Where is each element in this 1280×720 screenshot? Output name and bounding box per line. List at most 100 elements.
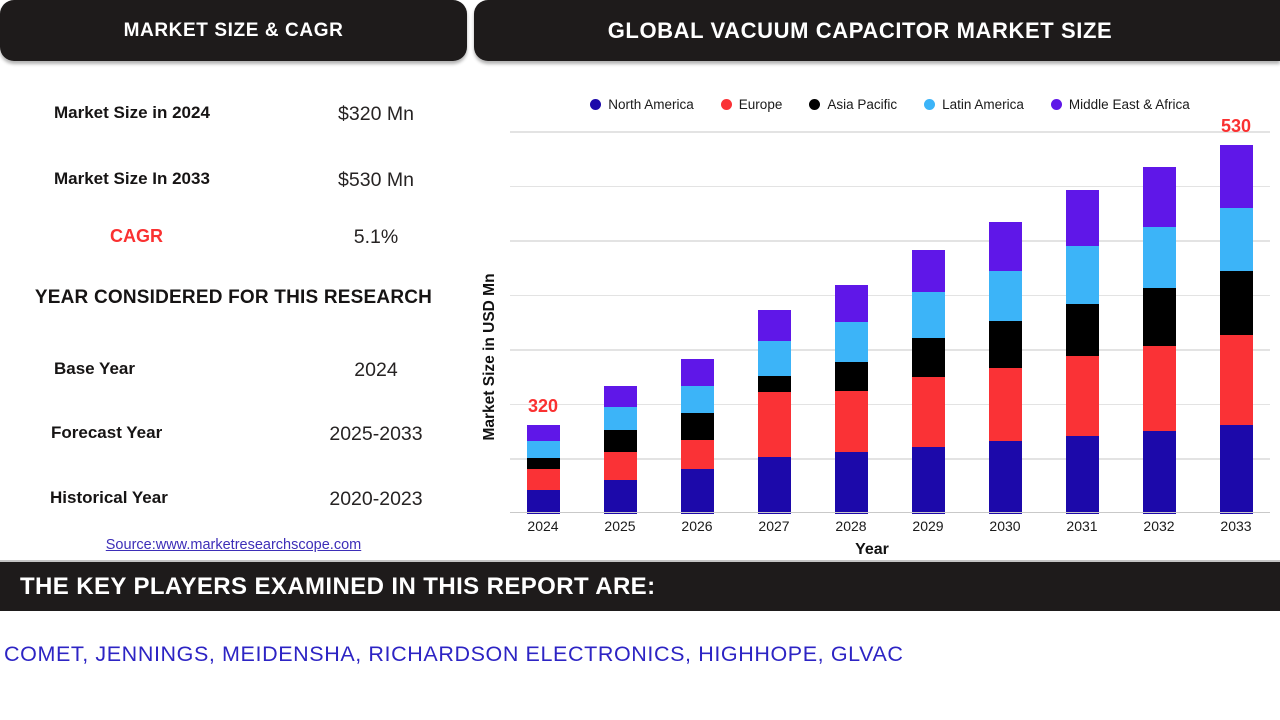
chart-legend: North America Europe Asia Pacific Latin Ame… bbox=[510, 95, 1270, 113]
stacked-bar-2031 bbox=[1065, 189, 1099, 514]
bar-segment-north-america bbox=[988, 441, 1022, 514]
legend-label: Europe bbox=[738, 96, 783, 112]
bar-segment-latin-america bbox=[757, 341, 791, 376]
x-axis-label: Year bbox=[855, 541, 889, 558]
legend-marker-icon bbox=[924, 98, 936, 110]
bar-segment-middle-east-africa bbox=[1065, 189, 1099, 247]
bar-segment-latin-america bbox=[603, 407, 637, 430]
stat-row: Market Size in 2024 $320 Mn bbox=[0, 103, 467, 127]
stat-label: Forecast Year bbox=[51, 423, 163, 442]
stacked-bar-2028 bbox=[834, 284, 868, 514]
bar-value-label: 530 bbox=[1220, 115, 1252, 136]
source-line: Source:www.marketresearchscope.com bbox=[0, 537, 467, 553]
stacked-bar-2033 bbox=[1219, 144, 1253, 514]
gridline bbox=[510, 185, 1270, 187]
bar-segment-asia-pacific bbox=[526, 457, 560, 470]
gridline bbox=[510, 294, 1270, 296]
x-tick-label: 2024 bbox=[527, 518, 559, 534]
stacked-bar-2029 bbox=[911, 249, 945, 514]
bar-segment-asia-pacific bbox=[1142, 287, 1176, 346]
legend-marker-icon bbox=[720, 98, 732, 110]
bar-segment-latin-america bbox=[680, 385, 714, 414]
bar-segment-asia-pacific bbox=[603, 429, 637, 452]
stacked-bar-2024 bbox=[526, 424, 560, 514]
bar-segment-latin-america bbox=[988, 271, 1022, 321]
source-link[interactable]: Source:www.marketresearchscope.com bbox=[105, 537, 362, 553]
bar-segment-europe bbox=[1142, 345, 1176, 432]
bar-segment-europe bbox=[526, 469, 560, 490]
stat-value: $320 Mn bbox=[338, 103, 414, 125]
stacked-bar-2027 bbox=[757, 309, 791, 514]
legend-item: Latin America bbox=[924, 97, 1024, 112]
stat-row: Forecast Year 2025-2033 bbox=[0, 423, 467, 447]
stat-row: Historical Year 2020-2023 bbox=[0, 488, 467, 512]
x-tick-label: 2030 bbox=[989, 518, 1021, 534]
bar-segment-middle-east-africa bbox=[911, 249, 945, 293]
key-players-heading: THE KEY PLAYERS EXAMINED IN THIS REPORT … bbox=[20, 572, 656, 600]
key-players-header-bar: THE KEY PLAYERS EXAMINED IN THIS REPORT … bbox=[0, 562, 1280, 611]
gridline bbox=[510, 240, 1270, 242]
bar-segment-asia-pacific bbox=[834, 362, 868, 391]
bar-segment-europe bbox=[1219, 334, 1253, 425]
bar-segment-north-america bbox=[680, 468, 714, 514]
stat-label: Market Size In 2033 bbox=[54, 169, 210, 188]
gridline bbox=[510, 458, 1270, 460]
stat-value: $530 Mn bbox=[338, 169, 414, 191]
stacked-bar-2032 bbox=[1142, 167, 1176, 514]
x-tick-label: 2031 bbox=[1066, 518, 1098, 534]
bar-segment-middle-east-africa bbox=[1142, 167, 1176, 228]
stat-label: Historical Year bbox=[50, 488, 168, 507]
stacked-bar-2030 bbox=[988, 222, 1022, 514]
stat-row: Base Year 2024 bbox=[0, 359, 467, 383]
bar-segment-europe bbox=[834, 391, 868, 452]
bar-segment-middle-east-africa bbox=[680, 358, 714, 386]
x-axis-line bbox=[510, 511, 1270, 513]
legend-item: Asia Pacific bbox=[809, 97, 897, 112]
x-tick-label: 2029 bbox=[912, 518, 944, 534]
bar-segment-middle-east-africa bbox=[1219, 144, 1253, 209]
stacked-bar-2025 bbox=[603, 385, 637, 514]
chart-title: GLOBAL VACUUM CAPACITOR MARKET SIZE bbox=[607, 17, 1113, 43]
bar-segment-middle-east-africa bbox=[834, 284, 868, 322]
bar-segment-europe bbox=[911, 377, 945, 448]
legend-item: Middle East & Africa bbox=[1050, 97, 1190, 112]
x-tick-label: 2028 bbox=[835, 518, 867, 534]
cagr-label: CAGR bbox=[110, 226, 163, 246]
bar-segment-latin-america bbox=[1219, 208, 1253, 272]
separator-line bbox=[0, 560, 1280, 562]
legend-marker-icon bbox=[809, 98, 821, 110]
bar-segment-asia-pacific bbox=[1065, 304, 1099, 356]
cagr-value: 5.1% bbox=[353, 226, 399, 248]
bar-segment-north-america bbox=[1219, 424, 1253, 514]
bar-segment-north-america bbox=[1065, 435, 1099, 514]
x-tick-label: 2027 bbox=[758, 518, 790, 534]
bar-segment-north-america bbox=[757, 457, 791, 514]
y-axis-label: Market Size in USD Mn bbox=[481, 273, 498, 441]
bar-segment-asia-pacific bbox=[988, 320, 1022, 368]
x-tick-label: 2033 bbox=[1220, 518, 1252, 534]
stat-value: 2025-2033 bbox=[329, 423, 423, 445]
key-players-list: COMET, JENNINGS, MEIDENSHA, RICHARDSON E… bbox=[4, 642, 904, 666]
bar-segment-asia-pacific bbox=[680, 413, 714, 441]
chart-header-bar: GLOBAL VACUUM CAPACITOR MARKET SIZE bbox=[474, 0, 1280, 61]
years-section-heading: YEAR CONSIDERED FOR THIS RESEARCH bbox=[34, 287, 433, 308]
bar-segment-latin-america bbox=[526, 440, 560, 458]
bar-segment-middle-east-africa bbox=[603, 385, 637, 408]
x-tick-label: 2025 bbox=[604, 518, 636, 534]
stacked-bar-2026 bbox=[680, 358, 714, 514]
bar-segment-europe bbox=[1065, 355, 1099, 436]
left-header-title: MARKET SIZE & CAGR bbox=[123, 19, 344, 41]
legend-label: Latin America bbox=[942, 96, 1024, 112]
bar-segment-north-america bbox=[526, 489, 560, 514]
bar-segment-asia-pacific bbox=[757, 375, 791, 393]
legend-item: North America bbox=[590, 97, 694, 112]
legend-marker-icon bbox=[590, 98, 602, 110]
gridline bbox=[510, 349, 1270, 351]
bar-segment-europe bbox=[988, 367, 1022, 442]
bar-segment-north-america bbox=[834, 452, 868, 514]
bar-segment-latin-america bbox=[834, 322, 868, 362]
stat-row-cagr: CAGR 5.1% bbox=[0, 226, 467, 250]
left-header-bar: MARKET SIZE & CAGR bbox=[0, 0, 467, 61]
stat-value: 2020-2023 bbox=[329, 488, 423, 510]
